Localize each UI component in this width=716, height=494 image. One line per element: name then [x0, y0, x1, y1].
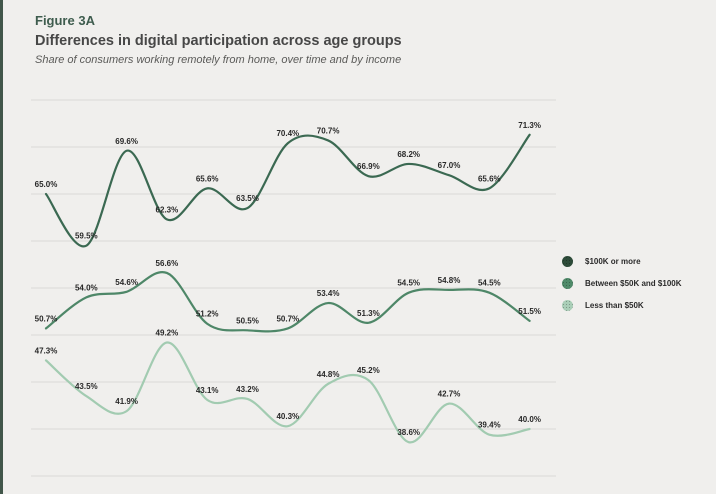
data-label: 39.4% — [478, 421, 501, 430]
data-label: 45.2% — [357, 366, 380, 375]
data-label: 70.7% — [317, 126, 340, 135]
data-label: 56.6% — [156, 259, 179, 268]
data-label: 50.7% — [276, 314, 299, 323]
series-line — [44, 341, 531, 444]
legend-label: Less than $50K — [585, 301, 644, 310]
data-label: 59.5% — [75, 232, 98, 241]
data-label: 70.4% — [276, 129, 299, 138]
chart-subtitle: Share of consumers working remotely from… — [35, 53, 402, 66]
legend-swatch-dark-green-circle-icon — [562, 256, 573, 267]
data-label: 51.3% — [357, 309, 380, 318]
data-label: 54.5% — [397, 279, 420, 288]
data-label: 42.7% — [438, 390, 461, 399]
data-label: 67.0% — [438, 161, 461, 170]
data-label: 40.0% — [518, 415, 541, 424]
data-label: 54.5% — [478, 279, 501, 288]
legend: $100K or more Between $50K and $100K Les… — [562, 256, 682, 322]
data-label: 69.6% — [115, 137, 138, 146]
legend-label: $100K or more — [585, 257, 641, 266]
data-label: 54.0% — [75, 283, 98, 292]
data-label: 40.3% — [276, 412, 299, 421]
data-label: 50.7% — [35, 314, 58, 323]
data-label: 51.5% — [518, 307, 541, 316]
data-label: 65.6% — [196, 174, 219, 183]
data-label: 66.9% — [357, 162, 380, 171]
series-line — [44, 270, 531, 333]
legend-swatch-light-green-circle-icon — [562, 300, 573, 311]
data-label: 44.8% — [317, 370, 340, 379]
data-label: 63.5% — [236, 194, 259, 203]
data-label: 43.2% — [236, 385, 259, 394]
legend-swatch-medium-green-circle-icon — [562, 278, 573, 289]
data-label: 43.1% — [196, 386, 219, 395]
data-label: 49.2% — [156, 329, 179, 338]
data-label: 38.6% — [397, 428, 420, 437]
data-label: 47.3% — [35, 346, 58, 355]
data-label: 51.2% — [196, 310, 219, 319]
data-label: 71.3% — [518, 121, 541, 130]
left-edge-bar — [0, 0, 3, 494]
data-label: 43.5% — [75, 382, 98, 391]
series-line — [44, 133, 531, 248]
data-label: 54.8% — [438, 276, 461, 285]
data-label: 65.0% — [35, 180, 58, 189]
data-label: 50.5% — [236, 316, 259, 325]
legend-item-less-than-50k: Less than $50K — [562, 300, 682, 311]
legend-label: Between $50K and $100K — [585, 279, 682, 288]
figure-label: Figure 3A — [35, 13, 95, 28]
data-label: 41.9% — [115, 397, 138, 406]
data-label: 53.4% — [317, 289, 340, 298]
data-label: 54.6% — [115, 278, 138, 287]
chart-title: Differences in digital participation acr… — [35, 32, 402, 49]
data-label: 65.6% — [478, 174, 501, 183]
data-label: 68.2% — [397, 150, 420, 159]
legend-item-100k-or-more: $100K or more — [562, 256, 682, 267]
chart-header: Figure 3A Differences in digital partici… — [35, 12, 402, 68]
legend-item-between-50k-100k: Between $50K and $100K — [562, 278, 682, 289]
data-label: 62.3% — [156, 205, 179, 214]
